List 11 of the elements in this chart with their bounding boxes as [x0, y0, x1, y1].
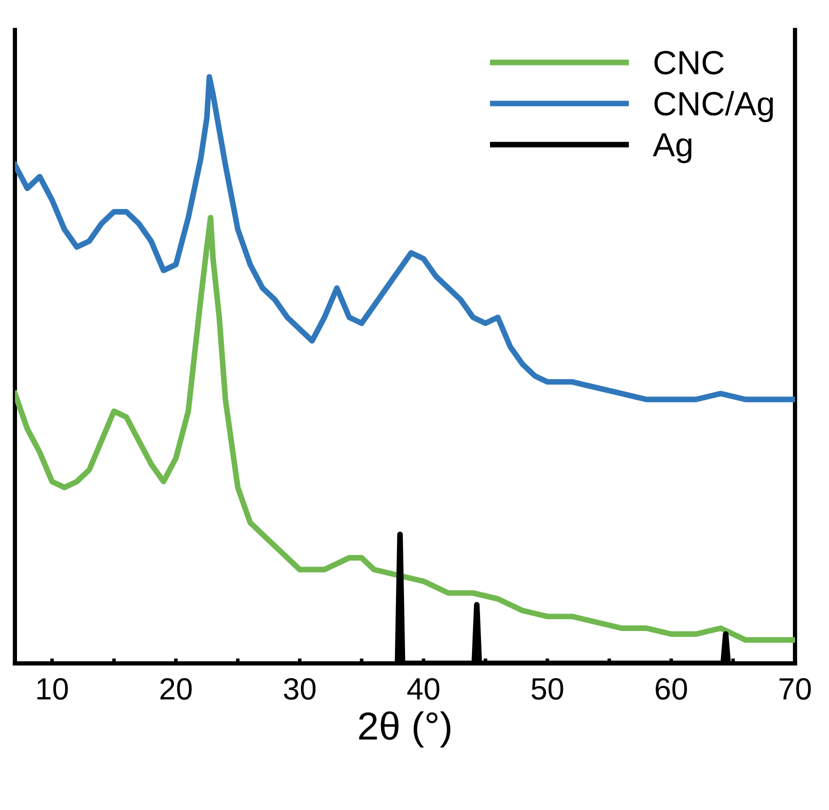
x-axis-title: 2θ (°) [359, 711, 450, 748]
x-tick-label: 10 [37, 678, 68, 700]
x-tick-label: 30 [284, 678, 316, 700]
x-tick-label: 70 [780, 678, 811, 700]
x-tick-label: 60 [656, 678, 687, 700]
x-tick-label: 20 [160, 678, 192, 700]
legend-label: CNC [654, 50, 724, 74]
legend-label: Ag [652, 133, 692, 164]
x-tick-label: 50 [532, 678, 564, 700]
x-tick-label: 40 [407, 678, 440, 700]
legend-label: CNC/Ag [654, 91, 773, 122]
